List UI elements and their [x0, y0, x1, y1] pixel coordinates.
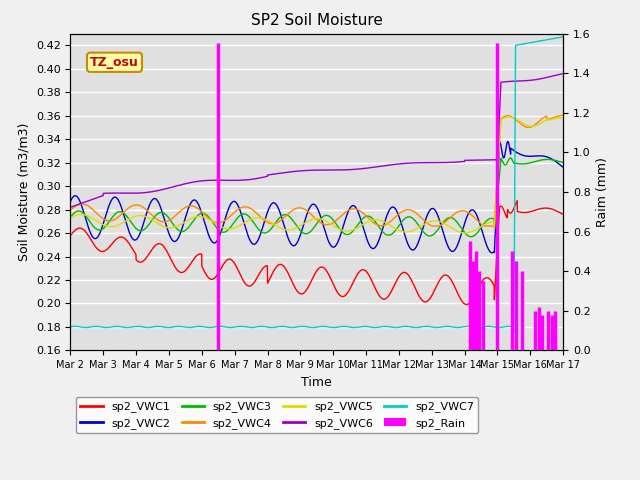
Y-axis label: Soil Moisture (m3/m3): Soil Moisture (m3/m3)	[17, 123, 30, 261]
Y-axis label: Raim (mm): Raim (mm)	[596, 157, 609, 227]
Legend: sp2_VWC1, sp2_VWC2, sp2_VWC3, sp2_VWC4, sp2_VWC5, sp2_VWC6, sp2_VWC7, sp2_Rain: sp2_VWC1, sp2_VWC2, sp2_VWC3, sp2_VWC4, …	[76, 397, 479, 433]
Title: SP2 Soil Moisture: SP2 Soil Moisture	[251, 13, 383, 28]
Text: TZ_osu: TZ_osu	[90, 56, 139, 69]
X-axis label: Time: Time	[301, 376, 332, 389]
